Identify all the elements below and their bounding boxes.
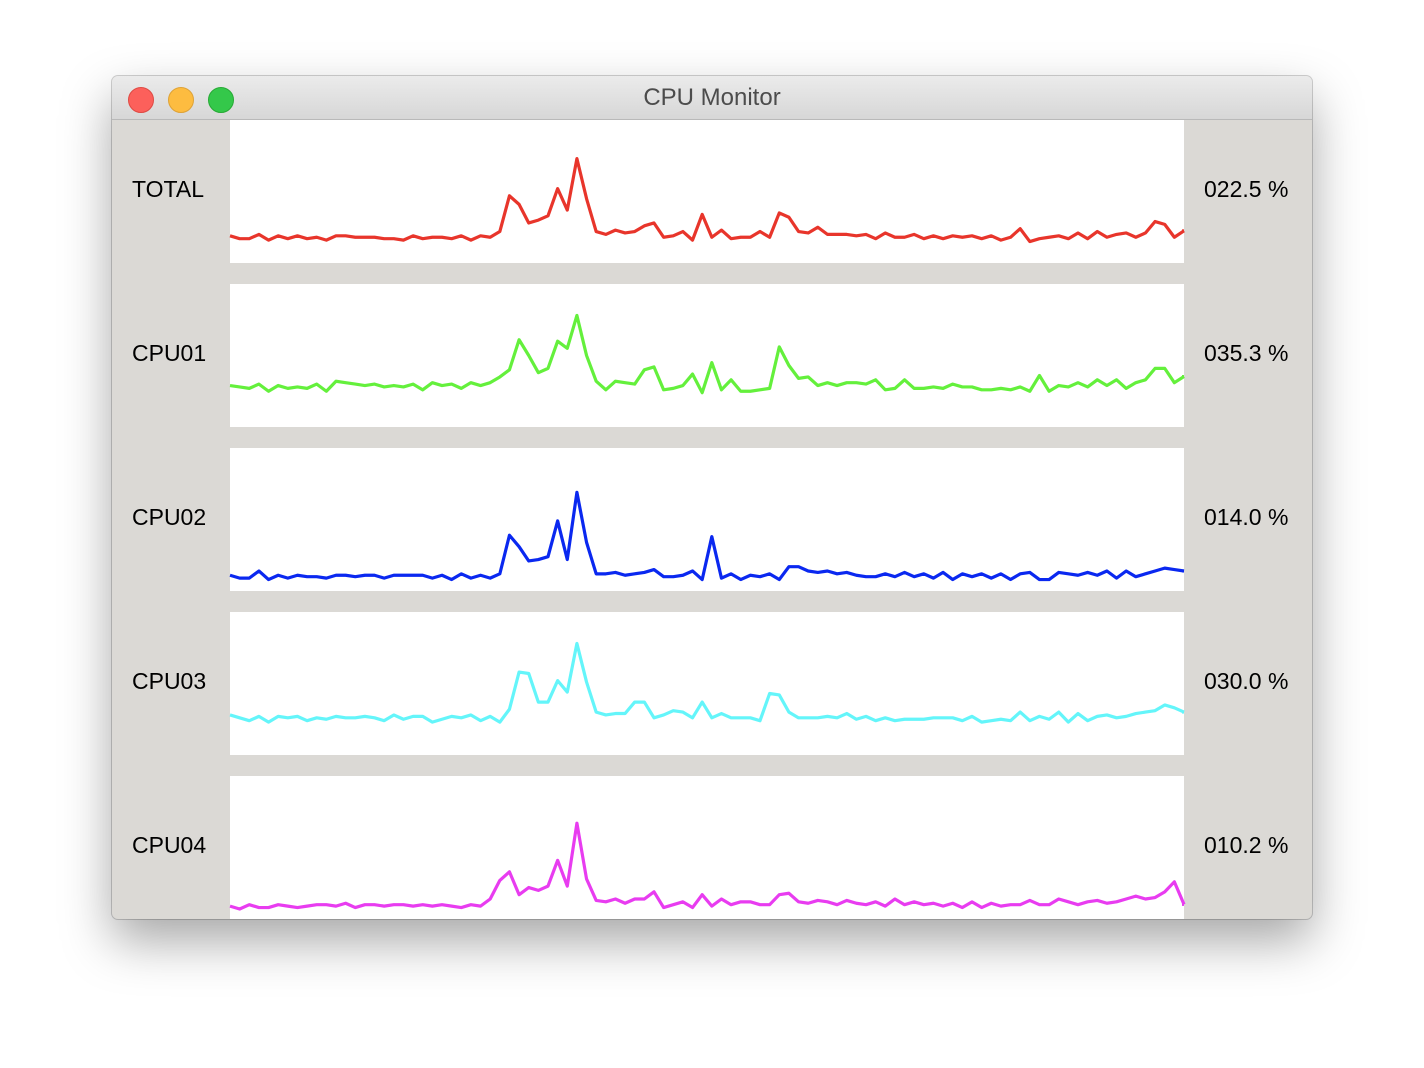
current-value: 014.0 %	[1204, 504, 1288, 530]
series-label: CPU03	[132, 668, 206, 694]
minimize-button[interactable]	[168, 87, 194, 113]
current-value: 030.0 %	[1204, 668, 1288, 694]
cpu-line	[229, 313, 1185, 395]
title-bar: CPU Monitor	[112, 76, 1312, 120]
cpu-line	[229, 821, 1186, 911]
cpu-line	[229, 641, 1185, 724]
current-value: 022.5 %	[1204, 176, 1288, 202]
chart-panel	[230, 612, 1184, 755]
series-label: TOTAL	[132, 176, 204, 202]
current-value: 010.2 %	[1204, 832, 1288, 858]
chart-panel	[230, 448, 1184, 591]
window: CPU Monitor TOTAL 022.5 % CPU01 035.3 % CPU0…	[112, 76, 1312, 919]
series-label: CPU02	[132, 504, 206, 530]
cpu-line	[229, 157, 1185, 244]
series-label: CPU04	[132, 832, 206, 858]
chart-panel	[230, 120, 1184, 263]
charts: TOTAL 022.5 % CPU01 035.3 % CPU02 014.0 % CPU0…	[132, 120, 1288, 919]
series-label: CPU01	[132, 340, 206, 366]
close-button[interactable]	[128, 87, 154, 113]
zoom-button[interactable]	[208, 87, 234, 113]
cpu-line	[229, 490, 1185, 582]
window-title: CPU Monitor	[643, 84, 781, 111]
chart-panel	[230, 284, 1184, 427]
current-value: 035.3 %	[1204, 340, 1288, 366]
chart-panel	[230, 776, 1184, 919]
